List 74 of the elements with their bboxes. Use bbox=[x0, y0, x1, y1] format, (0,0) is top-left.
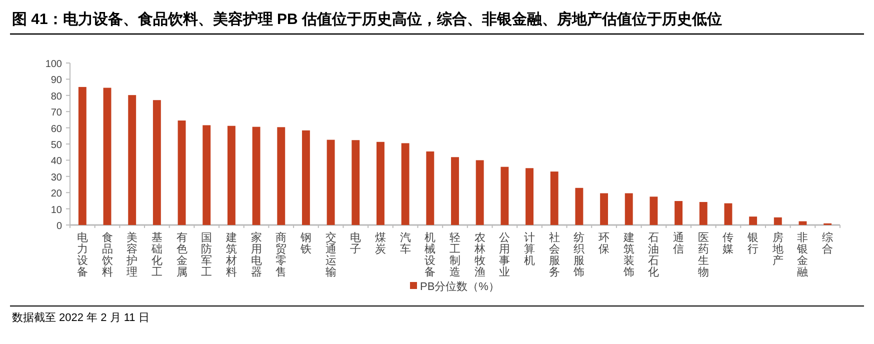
x-tick-label: 国防军工 bbox=[201, 232, 212, 278]
y-tick-label: 10 bbox=[50, 204, 62, 216]
x-tick-label: 银行 bbox=[746, 232, 759, 256]
bar bbox=[749, 216, 758, 225]
bar bbox=[650, 196, 658, 225]
x-tick-label: 钢铁 bbox=[299, 232, 312, 256]
bar bbox=[451, 157, 459, 225]
x-tick-label: 建筑材料 bbox=[224, 231, 237, 278]
note: 数据截至 2022 年 2 月 11 日 bbox=[12, 312, 150, 324]
bar bbox=[401, 143, 410, 225]
x-tick-label: 美容护理 bbox=[126, 231, 138, 278]
bar bbox=[352, 140, 360, 225]
x-tick-label: 医药生物 bbox=[698, 232, 709, 278]
x-tick-label: 汽车 bbox=[400, 232, 411, 256]
bar bbox=[252, 126, 260, 225]
y-tick-label: 100 bbox=[45, 59, 62, 70]
y-tick-label: 20 bbox=[50, 188, 62, 200]
x-tick-label: 家用电器 bbox=[250, 231, 262, 278]
x-tick-label: 交通运输 bbox=[325, 231, 336, 278]
y-tick-label: 80 bbox=[50, 91, 62, 102]
bar bbox=[202, 125, 211, 225]
bar bbox=[103, 88, 112, 225]
x-tick-label: 轻工制造 bbox=[450, 232, 460, 278]
x-tick-label: 煤炭 bbox=[374, 232, 386, 256]
bar bbox=[624, 193, 633, 225]
bar bbox=[227, 126, 236, 225]
y-tick-label: 50 bbox=[50, 140, 62, 151]
bar bbox=[376, 142, 384, 225]
x-tick-label: 通信 bbox=[673, 231, 684, 256]
y-tick-label: 0 bbox=[56, 221, 62, 232]
bar bbox=[575, 188, 584, 225]
bar bbox=[476, 160, 484, 225]
y-tick-label: 60 bbox=[50, 124, 62, 135]
bar bbox=[426, 151, 434, 225]
y-tick-label: 70 bbox=[50, 108, 62, 119]
bar bbox=[302, 130, 310, 225]
x-tick-label: 石油石化 bbox=[648, 232, 660, 278]
bar bbox=[277, 127, 286, 225]
x-tick-label: 传媒 bbox=[722, 232, 734, 256]
x-tick-label: 电力设备 bbox=[76, 231, 88, 278]
bar bbox=[178, 120, 186, 225]
x-tick-label: 房地产 bbox=[771, 231, 784, 267]
bar bbox=[674, 201, 683, 225]
x-tick-label: 有色金属 bbox=[176, 232, 188, 278]
x-tick-label: 综合 bbox=[822, 231, 834, 256]
bar bbox=[326, 140, 335, 225]
x-tick-label: 建筑装饰 bbox=[622, 231, 634, 278]
bar bbox=[600, 193, 608, 225]
x-tick-label: 社会服务 bbox=[548, 231, 560, 278]
bar bbox=[550, 172, 558, 225]
legend: PB分位数（%） bbox=[410, 281, 500, 293]
bar bbox=[152, 100, 161, 225]
x-tick-label: 商贸零售 bbox=[276, 231, 287, 278]
bar bbox=[699, 202, 708, 225]
x-tick-label: 农林牧渔 bbox=[473, 232, 486, 278]
x-tick-label: 机械设备 bbox=[424, 232, 436, 278]
x-tick-label: 基础化工 bbox=[150, 231, 162, 278]
y-tick-label: 90 bbox=[50, 75, 62, 86]
x-tick-label: 纺织服饰 bbox=[572, 231, 585, 278]
bar bbox=[128, 95, 136, 225]
x-tick-label: 电子 bbox=[350, 231, 362, 256]
bar bbox=[724, 203, 732, 225]
bar bbox=[526, 168, 534, 225]
x-tick-label: 计算机 bbox=[524, 231, 536, 267]
title: 图 41：电力设备、食品饮料、美容护理 PB 估值位于历史高位，综合、非银金融、房地产估值位于历史低位 bbox=[12, 11, 722, 28]
bar bbox=[774, 217, 782, 225]
bar bbox=[78, 86, 86, 225]
y-tick-label: 40 bbox=[50, 156, 62, 168]
x-tick-label: 环保 bbox=[598, 232, 610, 256]
bar bbox=[500, 166, 509, 225]
x-tick-label: 公用事业 bbox=[499, 232, 510, 278]
y-tick-label: 30 bbox=[50, 172, 62, 184]
x-tick-label: 食品饮料 bbox=[100, 232, 113, 278]
x-tick-label: 非银金融 bbox=[796, 231, 808, 278]
